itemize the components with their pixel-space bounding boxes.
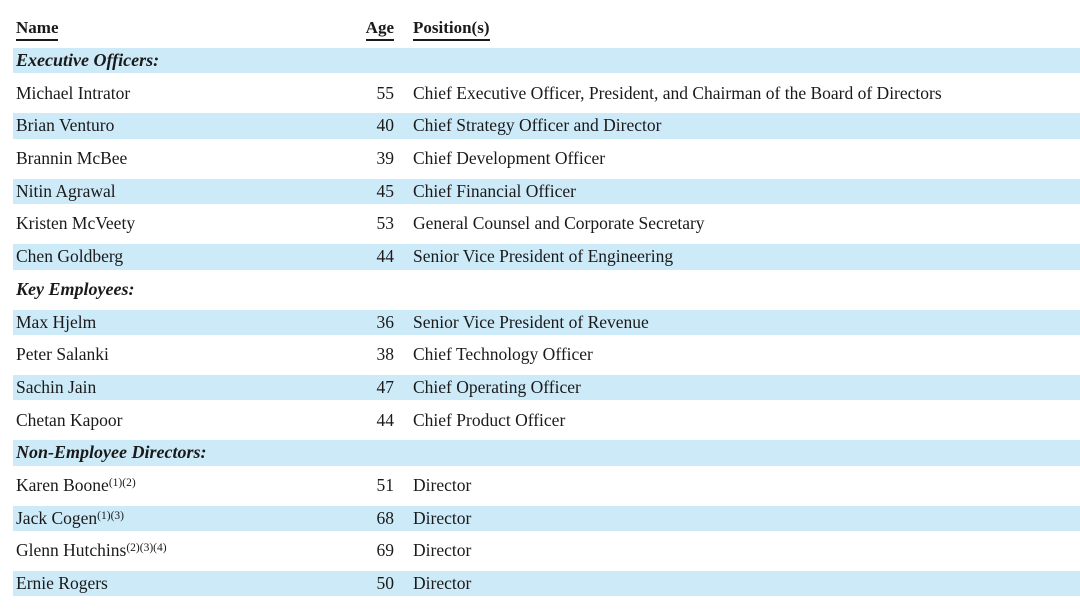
person-position: Senior Vice President of Engineering [413,246,674,267]
table-row: Peter Salanki 38 Chief Technology Officer [13,342,1080,367]
person-position: Senior Vice President of Revenue [413,311,649,332]
person-age: 36 [376,311,395,332]
header-cell-age: Age [354,18,394,42]
person-age: 50 [376,573,395,593]
person-name: Michael Intrator [16,82,131,103]
table-row: Nitin Agrawal 45 Chief Financial Officer [13,178,1080,205]
section-row: Executive Officers: [13,48,1080,74]
person-position: Chief Financial Officer [413,180,576,201]
footnote-superscript: (1)(3) [97,509,124,522]
person-age: 39 [376,148,395,169]
person-age: 47 [376,376,395,397]
person-age: 55 [376,82,395,103]
table-row: Karen Boone(1)(2) 51 Director [13,473,1080,498]
person-position: Chief Executive Officer, President, and … [413,82,942,103]
table-row: Glenn Hutchins(2)(3)(4) 69 Director [13,538,1080,563]
person-name: Karen Boone(1)(2) [16,474,136,495]
table-row: Kristen McVeety 53 General Counsel and Cor… [13,211,1080,236]
table-row: Ernie Rogers 50 Director [13,571,1080,597]
footnote-superscript: (2)(3)(4) [126,542,167,555]
section-label: Key Employees: [16,278,135,299]
section-row: Non-Employee Directors: [13,440,1080,466]
person-name: Sachin Jain [16,376,97,397]
person-position: Director [413,507,472,528]
header-cell-position: Position(s) [394,18,1080,42]
person-name: Nitin Agrawal [16,180,116,201]
person-name: Kristen McVeety [16,213,136,234]
person-position: Director [413,540,472,561]
table-row: Chetan Kapoor 44 Chief Product Officer [13,408,1080,433]
person-name: Ernie Rogers [16,573,108,593]
table-row: Brian Venturo 40 Chief Strategy Officer an… [13,113,1080,139]
person-position: Chief Product Officer [413,409,566,430]
person-position: Director [413,474,472,495]
header-label-name: Name [16,18,59,42]
person-position: Chief Technology Officer [413,344,593,365]
officers-directors-table: Name Age Position(s) Executive Officers:… [13,15,1080,597]
person-age: 44 [376,409,395,430]
person-name: Chen Goldberg [16,246,124,267]
table-row: Michael Intrator 55 Chief Executive Office… [13,81,1080,106]
header-cell-name: Name [13,18,354,42]
person-position: Chief Operating Officer [413,376,581,397]
person-position: Chief Development Officer [413,148,606,169]
person-name: Glenn Hutchins(2)(3)(4) [16,540,167,561]
person-age: 44 [376,246,395,267]
section-row: Key Employees: [13,277,1080,302]
person-age: 51 [376,474,395,495]
table-row: Max Hjelm 36 Senior Vice President of Reve… [13,309,1080,335]
person-age: 40 [376,115,395,136]
person-age: 69 [376,540,395,561]
person-position: General Counsel and Corporate Secretary [413,213,705,234]
person-name: Peter Salanki [16,344,109,365]
table-row: Jack Cogen(1)(3) 68 Director [13,505,1080,532]
person-name: Jack Cogen(1)(3) [16,507,124,528]
person-age: 53 [376,213,395,234]
person-age: 45 [376,180,395,201]
table-body: Executive Officers: Michael Intrator 55 Chi… [13,48,1080,597]
person-position: Chief Strategy Officer and Director [413,115,662,136]
person-age: 38 [376,344,395,365]
table-row: Chen Goldberg 44 Senior Vice President of … [13,244,1080,270]
section-label: Non-Employee Directors: [16,442,207,463]
person-position: Director [413,573,472,593]
person-name: Brian Venturo [16,115,115,136]
table-row: Sachin Jain 47 Chief Operating Officer [13,374,1080,401]
person-name: Brannin McBee [16,148,128,169]
section-label: Executive Officers: [16,50,160,70]
person-age: 68 [376,507,395,528]
footnote-superscript: (1)(2) [108,476,136,489]
table-header-row: Name Age Position(s) [13,15,1080,48]
header-label-age: Age [365,18,394,42]
person-name: Chetan Kapoor [16,409,123,430]
table-row: Brannin McBee 39 Chief Development Officer [13,146,1080,171]
person-name: Max Hjelm [16,311,97,332]
header-label-position: Position(s) [413,18,490,42]
